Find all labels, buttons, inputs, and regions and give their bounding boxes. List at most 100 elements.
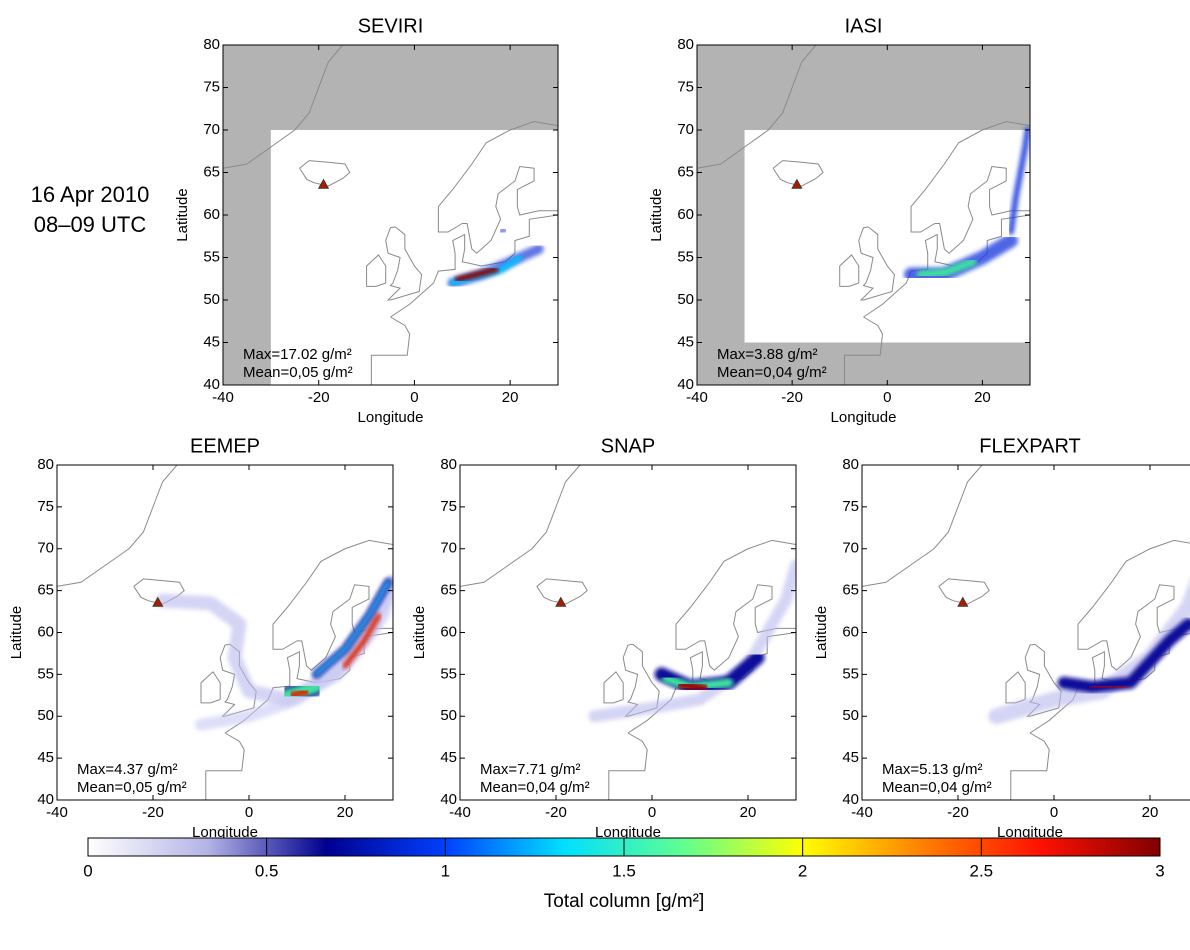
- coastline: [862, 465, 983, 587]
- coastline: [460, 465, 581, 587]
- volcano-marker: [957, 596, 969, 607]
- coastline: [57, 465, 178, 587]
- x-tick-label: 0: [883, 389, 891, 406]
- x-tick-label: 20: [974, 389, 991, 406]
- x-tick-label: -40: [449, 804, 471, 821]
- y-tick-label: 45: [37, 749, 54, 766]
- y-tick-label: 50: [37, 707, 54, 724]
- coastline: [200, 671, 221, 704]
- y-tick-label: 80: [677, 36, 694, 53]
- ash-plume: [988, 580, 1190, 725]
- no-data-mask: [697, 130, 745, 385]
- y-tick-label: 40: [842, 791, 859, 808]
- coastline: [709, 584, 796, 671]
- x-tick-label: -20: [947, 804, 969, 821]
- x-tick-label: 0: [245, 804, 253, 821]
- coastline: [223, 45, 344, 169]
- no-data-mask: [744, 342, 1030, 385]
- ash-plume: [342, 613, 382, 669]
- y-tick-label: 45: [842, 749, 859, 766]
- coastline: [390, 214, 558, 318]
- stat-annotation: Mean=0,05 g/m²: [77, 779, 187, 796]
- volcano-marker: [317, 178, 330, 189]
- coastline: [471, 166, 558, 254]
- coastline: [675, 539, 796, 667]
- y-tick-label: 60: [677, 206, 694, 223]
- y-tick-label: 80: [842, 456, 859, 473]
- y-tick-label: 40: [37, 791, 54, 808]
- coastline: [385, 226, 423, 301]
- y-tick-label: 55: [677, 248, 694, 265]
- colorbar-tick-label: 0: [83, 861, 92, 880]
- ash-plume: [1089, 683, 1129, 690]
- y-tick-label: 40: [203, 376, 220, 393]
- x-tick-label: -40: [212, 389, 234, 406]
- y-tick-label: 50: [677, 291, 694, 308]
- stat-annotation: Mean=0,05 g/m²: [243, 364, 353, 381]
- coastline: [1077, 539, 1190, 667]
- map-bg: [460, 465, 796, 800]
- y-tick-label: 65: [37, 582, 54, 599]
- stat-annotation: Max=17.02 g/m²: [243, 346, 352, 363]
- y-tick-label: 70: [440, 540, 457, 557]
- x-tick-label: -20: [545, 804, 567, 821]
- y-tick-label: 45: [677, 333, 694, 350]
- x-axis-label: Longitude: [595, 824, 661, 841]
- coastline: [306, 584, 393, 671]
- no-data-mask: [223, 45, 558, 130]
- x-tick-label: -40: [851, 804, 873, 821]
- stat-annotation: Mean=0,04 g/m²: [480, 779, 590, 796]
- y-tick-label: 65: [677, 163, 694, 180]
- y-axis-label: Latitude: [648, 188, 665, 241]
- y-tick-label: 50: [440, 707, 457, 724]
- colorbar-tick-label: 1: [441, 861, 450, 880]
- x-tick-label: 20: [1142, 804, 1159, 821]
- coastline: [603, 671, 624, 704]
- y-tick-label: 55: [842, 665, 859, 682]
- y-axis-label: Latitude: [174, 188, 191, 241]
- panel-title: SEVIRI: [358, 15, 424, 37]
- x-axis-label: Longitude: [192, 824, 258, 841]
- coastline: [772, 160, 824, 187]
- volcano-marker: [152, 596, 164, 607]
- ash-plume: [288, 687, 311, 699]
- y-tick-label: 55: [37, 665, 54, 682]
- y-tick-label: 70: [677, 121, 694, 138]
- map-panel: [697, 45, 1030, 385]
- x-axis-label: Longitude: [831, 409, 897, 426]
- map-panel: [460, 465, 796, 800]
- y-tick-label: 70: [203, 121, 220, 138]
- coastline: [622, 643, 660, 717]
- y-tick-label: 45: [440, 749, 457, 766]
- coastline: [863, 214, 1030, 318]
- colorbar-tick-label: 3: [1155, 861, 1164, 880]
- x-tick-label: 0: [410, 389, 418, 406]
- y-tick-label: 60: [842, 623, 859, 640]
- x-tick-label: 20: [740, 804, 757, 821]
- colorbar-label: Total column [g/m²]: [544, 891, 705, 912]
- x-tick-label: -20: [781, 389, 803, 406]
- coastline: [437, 120, 558, 250]
- x-tick-label: -20: [308, 389, 330, 406]
- y-tick-label: 75: [440, 498, 457, 515]
- y-tick-label: 50: [842, 707, 859, 724]
- stat-annotation: Mean=0,04 g/m²: [717, 364, 827, 381]
- panel-title: FLEXPART: [979, 435, 1081, 457]
- y-tick-label: 55: [203, 248, 220, 265]
- coastline: [938, 578, 990, 605]
- y-axis-label: Latitude: [411, 606, 428, 659]
- stat-annotation: Max=5.13 g/m²: [882, 761, 982, 778]
- coastline: [1010, 732, 1050, 800]
- panel-title: SNAP: [601, 435, 655, 457]
- ash-plume: [454, 266, 499, 283]
- no-data-mask: [223, 130, 271, 385]
- x-axis-label: Longitude: [358, 409, 424, 426]
- y-tick-label: 55: [440, 665, 457, 682]
- colorbar-tick-label: 0.5: [255, 861, 279, 880]
- coastline: [272, 539, 393, 667]
- y-tick-label: 40: [440, 791, 457, 808]
- coastline: [205, 732, 245, 800]
- stat-annotation: Mean=0,04 g/m²: [882, 779, 992, 796]
